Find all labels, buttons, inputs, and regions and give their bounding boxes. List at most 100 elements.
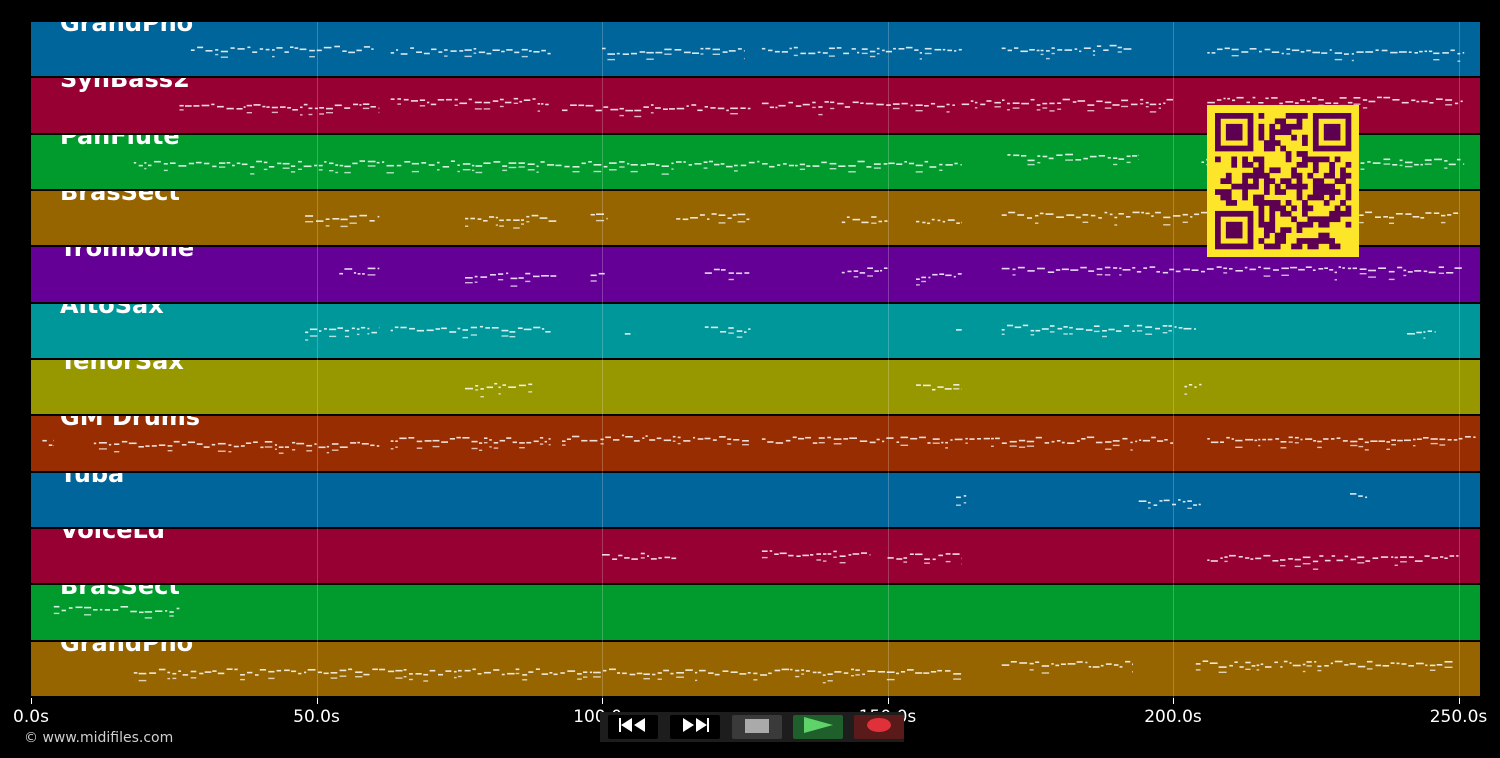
midi-note	[932, 388, 936, 391]
midi-note	[462, 336, 468, 338]
midi-note	[263, 161, 268, 163]
midi-note	[1386, 448, 1390, 451]
midi-note	[241, 163, 248, 165]
midi-note	[1002, 99, 1005, 102]
midi-note	[642, 437, 645, 440]
fast-forward-button[interactable]	[670, 715, 720, 739]
midi-note	[528, 391, 533, 393]
midi-note	[924, 47, 932, 50]
midi-note	[915, 164, 923, 166]
midi-note	[1096, 100, 1103, 103]
midi-note	[901, 103, 908, 105]
midi-note	[781, 668, 790, 670]
midi-note	[367, 274, 376, 276]
note-area	[956, 492, 1368, 509]
midi-note	[522, 678, 528, 681]
midi-note	[465, 387, 473, 390]
midi-note	[292, 442, 296, 444]
midi-note	[833, 443, 842, 445]
midi-note	[264, 441, 273, 443]
midi-note	[498, 386, 501, 389]
midi-note	[228, 444, 232, 447]
midi-note	[818, 442, 825, 444]
midi-note	[1153, 504, 1158, 506]
midi-note	[861, 48, 868, 50]
midi-note	[761, 556, 768, 559]
rewind-button[interactable]	[608, 715, 658, 739]
piano-roll[interactable]: GrandPno SynBass2 PanFlute BrasSect Trombone…	[31, 22, 1480, 698]
midi-note	[844, 106, 851, 109]
midi-note	[1092, 50, 1096, 52]
midi-note	[1342, 267, 1345, 270]
midi-note	[479, 449, 483, 452]
midi-note	[169, 615, 174, 618]
midi-note	[629, 673, 636, 675]
midi-note	[493, 160, 501, 163]
midi-note	[774, 553, 779, 555]
midi-note	[823, 553, 827, 555]
midi-note	[1378, 440, 1385, 443]
track-lane[interactable]: GrandPno	[31, 22, 1480, 79]
midi-note	[1462, 52, 1465, 54]
midi-note	[240, 673, 245, 676]
midi-note	[876, 104, 884, 106]
midi-note	[727, 438, 732, 441]
midi-note	[465, 225, 469, 227]
midi-note	[795, 164, 798, 167]
midi-note	[519, 101, 523, 103]
midi-note	[603, 106, 609, 109]
midi-note	[640, 163, 646, 166]
track-lane[interactable]: TenorSax	[31, 360, 1480, 417]
midi-note	[1231, 55, 1239, 57]
midi-note	[939, 169, 943, 171]
midi-note	[483, 671, 491, 674]
track-lane[interactable]: SynBass2	[31, 78, 1480, 135]
midi-note	[942, 220, 946, 223]
track-lane[interactable]: GM Drums	[31, 416, 1480, 473]
midi-note	[704, 272, 712, 275]
midi-note	[400, 326, 407, 328]
midi-note	[314, 164, 318, 166]
midi-note	[1375, 49, 1379, 51]
midi-note	[778, 105, 786, 107]
midi-note	[710, 107, 716, 110]
midi-note	[1029, 662, 1034, 665]
midi-note	[539, 443, 544, 446]
midi-note	[1391, 444, 1396, 446]
midi-note	[1069, 326, 1073, 329]
midi-note	[941, 442, 944, 444]
record-button[interactable]	[854, 715, 904, 739]
midi-note	[593, 163, 602, 166]
midi-note	[419, 99, 426, 102]
midi-note	[703, 161, 708, 163]
midi-note	[717, 107, 725, 110]
midi-note	[437, 99, 445, 101]
midi-note	[986, 100, 992, 103]
midi-note	[501, 329, 509, 332]
midi-note	[1358, 446, 1364, 448]
midi-note	[138, 164, 143, 167]
midi-note	[861, 552, 867, 554]
midi-note	[457, 164, 460, 166]
midi-note	[619, 115, 624, 117]
track-lane[interactable]: AltoSax	[31, 303, 1480, 360]
midi-note	[938, 554, 943, 557]
midi-note	[371, 48, 374, 50]
midi-note	[700, 53, 704, 55]
midi-note	[1155, 211, 1161, 214]
midi-note	[114, 443, 120, 446]
midi-note	[818, 437, 825, 440]
midi-note	[1298, 269, 1305, 271]
midi-note	[1182, 221, 1188, 223]
play-button[interactable]	[793, 715, 843, 739]
stop-button[interactable]	[732, 715, 782, 739]
midi-note	[779, 552, 787, 555]
track-lane[interactable]: GrandPno	[31, 641, 1480, 698]
midi-note	[1109, 44, 1117, 47]
midi-note	[396, 164, 402, 167]
track-lane[interactable]: BrasSect	[31, 585, 1480, 642]
midi-note	[855, 673, 860, 676]
midi-note	[945, 274, 952, 277]
track-lane[interactable]: VoiceLd	[31, 529, 1480, 586]
track-lane[interactable]: Tuba	[31, 472, 1480, 529]
